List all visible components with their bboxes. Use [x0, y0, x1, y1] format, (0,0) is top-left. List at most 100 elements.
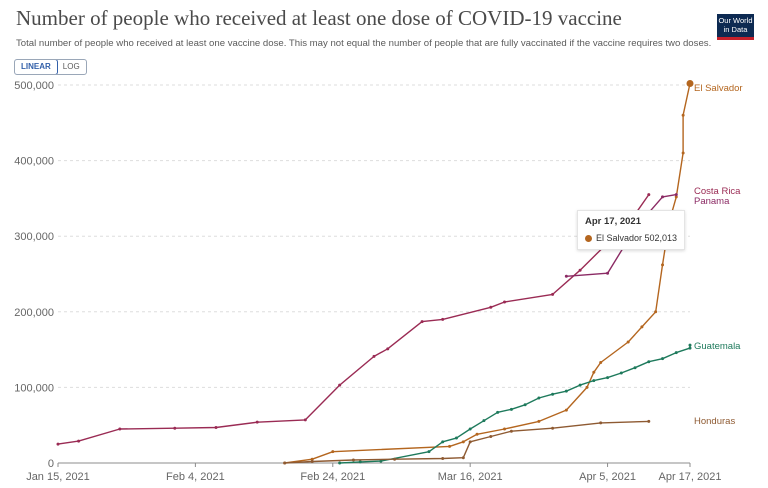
tooltip-value: 502,013: [644, 233, 677, 243]
tooltip-row: El Salvador 502,013: [585, 233, 677, 243]
data-point: [454, 436, 458, 440]
data-point: [681, 151, 685, 155]
data-point: [578, 268, 582, 272]
data-point: [599, 421, 603, 425]
data-point: [509, 407, 513, 411]
data-point: [56, 442, 60, 446]
y-tick-label: 100,000: [14, 382, 54, 394]
y-tick-label: 300,000: [14, 231, 54, 243]
y-tick-label: 200,000: [14, 307, 54, 319]
data-point: [118, 427, 122, 431]
series-line-costa-rica: [57, 194, 650, 445]
data-point: [509, 429, 513, 433]
y-tick-label: 0: [48, 458, 54, 470]
data-point: [441, 456, 445, 460]
chart-title: Number of people who received at least o…: [16, 6, 622, 30]
hover-tooltip: Apr 17, 2021 El Salvador 502,013: [577, 210, 685, 250]
series-line-guatemala: [339, 345, 691, 464]
data-point: [647, 193, 651, 197]
data-point: [461, 456, 465, 460]
data-point: [351, 458, 355, 462]
y-tick-label: 400,000: [14, 156, 54, 168]
data-point: [338, 383, 342, 387]
data-point: [551, 392, 555, 396]
data-point: [386, 347, 390, 351]
data-point: [441, 440, 445, 444]
data-point: [338, 461, 342, 465]
data-point: [331, 450, 335, 454]
data-point: [626, 340, 630, 344]
scale-toggle: LINEAR LOG: [14, 59, 87, 75]
data-point: [674, 193, 678, 197]
hover-point: [686, 79, 694, 87]
owid-logo[interactable]: Our World in Data: [717, 14, 754, 40]
logo-line2: in Data: [723, 25, 748, 34]
data-point: [606, 376, 610, 380]
y-tick-label: 500,000: [14, 80, 54, 92]
data-point: [496, 410, 500, 414]
data-point: [688, 343, 692, 347]
data-point: [77, 439, 81, 443]
data-point: [489, 305, 493, 309]
logo-accent-bar: [717, 37, 754, 40]
data-point: [564, 274, 568, 278]
data-point: [661, 263, 665, 267]
data-point: [647, 419, 651, 423]
data-point: [640, 325, 644, 329]
linear-scale-button[interactable]: LINEAR: [14, 60, 58, 74]
series-label-honduras: Honduras: [694, 416, 735, 427]
logo-line1: Our World: [718, 16, 753, 25]
data-point: [482, 419, 486, 423]
data-point: [619, 371, 623, 375]
data-point: [578, 383, 582, 387]
data-point: [379, 459, 383, 463]
data-point: [358, 460, 362, 464]
series-line-el-salvador: [284, 83, 691, 464]
series-label-costa-rica: Costa Rica: [694, 186, 741, 197]
data-point: [475, 432, 479, 436]
data-point: [255, 420, 259, 424]
data-point: [654, 310, 658, 314]
data-point: [489, 435, 493, 439]
data-point: [468, 440, 472, 444]
data-point: [310, 457, 314, 461]
x-tick-label: Mar 16, 2021: [438, 471, 503, 483]
data-point: [592, 370, 596, 374]
data-point: [173, 426, 177, 430]
data-point: [214, 425, 218, 429]
data-point: [585, 385, 589, 389]
data-point: [372, 354, 376, 358]
data-point: [661, 195, 665, 199]
data-point: [523, 403, 527, 407]
data-point: [674, 351, 678, 355]
data-point: [461, 440, 465, 444]
data-point: [681, 113, 685, 117]
series-label-guatemala: Guatemala: [694, 341, 741, 352]
tooltip-date: Apr 17, 2021: [585, 216, 641, 227]
data-point: [688, 346, 692, 350]
data-point: [310, 459, 314, 463]
series-label-panama: Panama: [694, 196, 730, 207]
data-point: [633, 366, 637, 370]
data-point: [441, 317, 445, 321]
data-point: [537, 419, 541, 423]
tooltip-country: El Salvador: [596, 233, 643, 243]
data-point: [592, 379, 596, 383]
data-point: [427, 450, 431, 454]
data-point: [503, 427, 507, 431]
data-point: [537, 396, 541, 400]
data-point: [606, 271, 610, 275]
data-point: [564, 389, 568, 393]
data-point: [599, 360, 603, 364]
data-point: [551, 292, 555, 296]
x-tick-label: Apr 5, 2021: [579, 471, 636, 483]
chart-subtitle: Total number of people who received at l…: [16, 38, 712, 49]
data-point: [564, 408, 568, 412]
x-tick-label: Jan 15, 2021: [26, 471, 90, 483]
log-scale-button[interactable]: LOG: [62, 62, 80, 71]
data-point: [468, 427, 472, 431]
data-point: [393, 457, 397, 461]
data-point: [551, 426, 555, 430]
data-point: [448, 444, 452, 448]
